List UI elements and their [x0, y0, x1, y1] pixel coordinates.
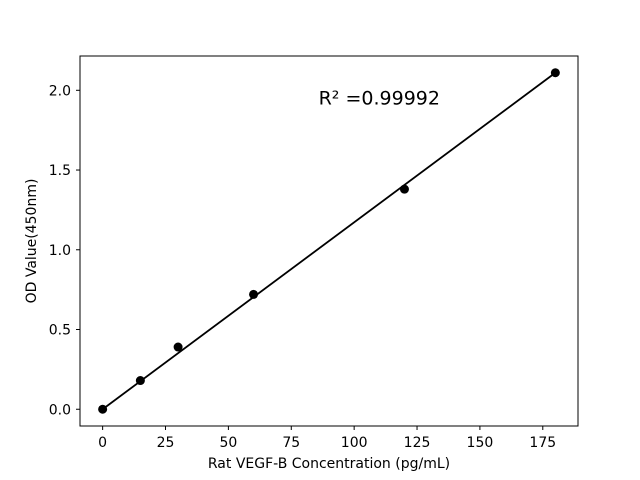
plot-spines — [79, 55, 579, 427]
y-tick-label: 0.0 — [49, 402, 71, 418]
fit-line — [102, 72, 556, 410]
x-tick-label: 125 — [404, 435, 431, 451]
data-point — [399, 184, 409, 194]
x-tick-label: 175 — [529, 435, 556, 451]
x-tick-label: 0 — [98, 435, 107, 451]
data-point — [249, 289, 259, 299]
data-point — [135, 376, 145, 386]
r-squared-annotation: R² =0.99992 — [319, 87, 440, 109]
x-tick-label: 150 — [467, 435, 494, 451]
x-axis-label: Rat VEGF-B Concentration (pg/mL) — [208, 456, 450, 472]
x-axis-ticks: 0 25 50 75 100 125 150 175 — [98, 426, 556, 451]
y-tick-label: 1.5 — [49, 163, 71, 179]
x-tick-label: 100 — [341, 435, 368, 451]
y-tick-label: 0.5 — [49, 323, 71, 339]
x-tick-label: 25 — [157, 435, 175, 451]
y-tick-label: 1.0 — [49, 243, 71, 259]
y-tick-label: 2.0 — [49, 83, 71, 99]
y-axis-label: OD Value(450nm) — [24, 179, 40, 304]
data-point — [550, 68, 560, 78]
data-point — [98, 404, 108, 414]
y-axis-ticks: 0.0 0.5 1.0 1.5 2.0 — [49, 83, 80, 418]
data-point — [173, 342, 183, 352]
data-series — [98, 68, 560, 414]
x-tick-label: 75 — [282, 435, 300, 451]
x-tick-label: 50 — [219, 435, 237, 451]
plot-border — [79, 55, 579, 427]
